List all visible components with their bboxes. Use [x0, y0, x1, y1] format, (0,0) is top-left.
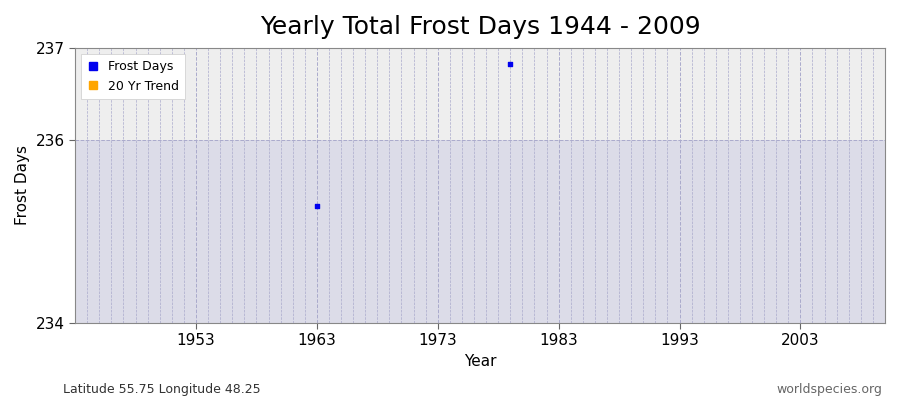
Point: [503, 61, 517, 68]
Legend: Frost Days, 20 Yr Trend: Frost Days, 20 Yr Trend: [81, 54, 184, 99]
X-axis label: Year: Year: [464, 354, 496, 369]
Y-axis label: Frost Days: Frost Days: [15, 146, 30, 226]
Point: [80, 81, 94, 88]
Text: worldspecies.org: worldspecies.org: [776, 383, 882, 396]
Bar: [75, 140, 885, 323]
Text: Latitude 55.75 Longitude 48.25: Latitude 55.75 Longitude 48.25: [63, 383, 261, 396]
Point: [310, 202, 324, 209]
Title: Yearly Total Frost Days 1944 - 2009: Yearly Total Frost Days 1944 - 2009: [260, 15, 700, 39]
